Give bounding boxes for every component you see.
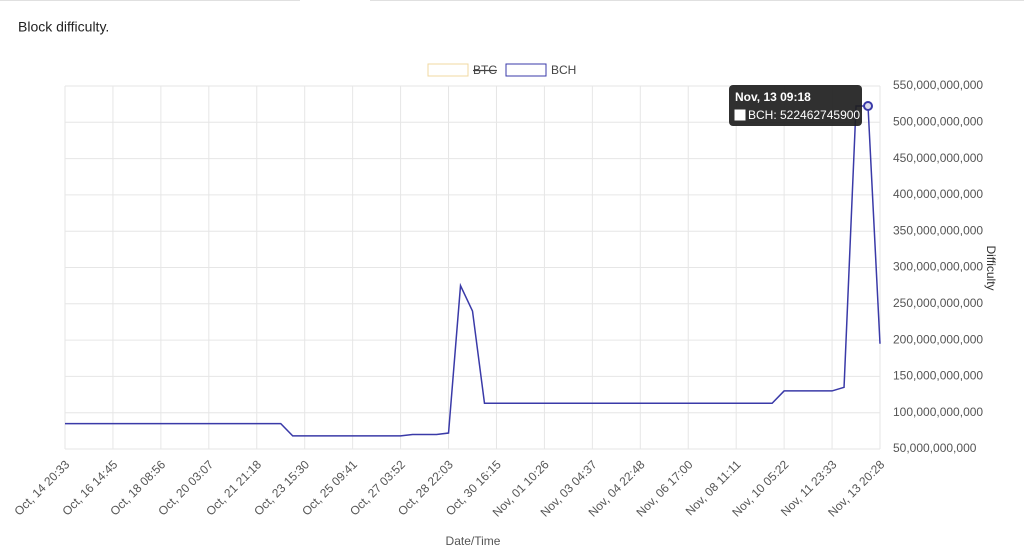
- y-tick-label: 50,000,000,000: [893, 441, 977, 455]
- tooltip-title: Nov, 13 09:18: [735, 90, 811, 104]
- legend-label[interactable]: BTC: [473, 63, 497, 77]
- tooltip-label: BCH: 522462745900: [748, 108, 860, 122]
- y-tick-label: 150,000,000,000: [893, 369, 983, 383]
- legend-label[interactable]: BCH: [551, 63, 576, 77]
- y-tick-label: 400,000,000,000: [893, 187, 983, 201]
- y-tick-label: 200,000,000,000: [893, 332, 983, 346]
- y-tick-label: 350,000,000,000: [893, 223, 983, 237]
- y-tick-label: 250,000,000,000: [893, 296, 983, 310]
- legend-swatch: [505, 63, 547, 77]
- y-tick-label: 550,000,000,000: [893, 78, 983, 92]
- y-tick-label: 300,000,000,000: [893, 260, 983, 274]
- y-axis-title: Difficulty: [984, 245, 998, 290]
- tooltip-box: [729, 85, 862, 126]
- series-line: [65, 105, 881, 437]
- x-axis-title: Date/Time: [446, 534, 501, 545]
- tooltip-swatch: [734, 109, 746, 121]
- page-title: Block difficulty.: [18, 19, 109, 35]
- y-tick-label: 450,000,000,000: [893, 151, 983, 165]
- y-tick-label: 500,000,000,000: [893, 114, 983, 128]
- hover-point: [863, 100, 874, 111]
- legend-swatch: [427, 63, 469, 77]
- y-tick-label: 100,000,000,000: [893, 405, 983, 419]
